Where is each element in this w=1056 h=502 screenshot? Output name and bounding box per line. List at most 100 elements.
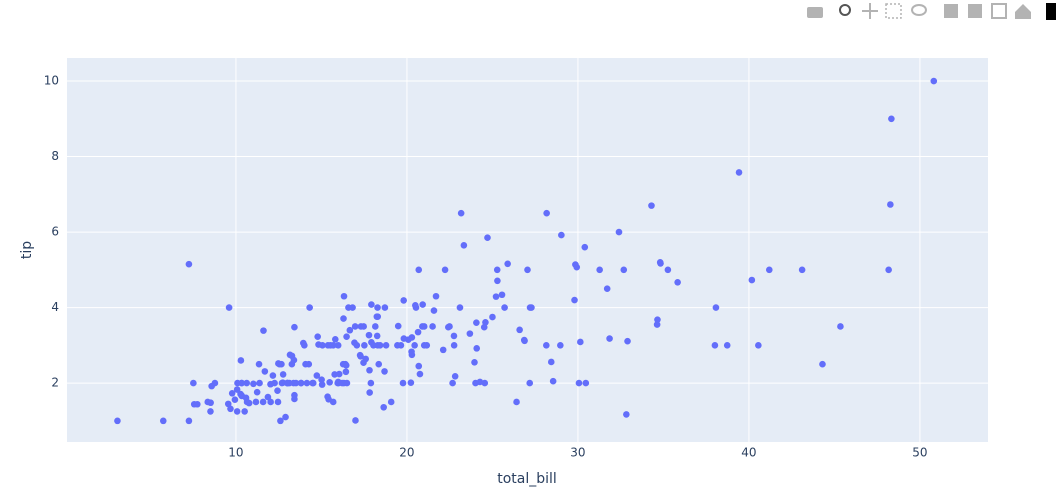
point — [765, 266, 773, 274]
point — [338, 379, 346, 387]
point — [712, 304, 720, 311]
point — [450, 332, 458, 340]
reset-icon[interactable] — [1015, 4, 1031, 19]
point — [352, 417, 359, 424]
box-select-icon[interactable] — [885, 3, 902, 19]
point — [526, 379, 534, 387]
point — [233, 386, 241, 393]
point — [472, 379, 479, 387]
point — [450, 342, 458, 349]
modebar[interactable] — [807, 3, 1056, 20]
point — [339, 360, 347, 368]
zoom-icon[interactable] — [839, 4, 851, 16]
camera-icon[interactable] — [807, 7, 823, 18]
point — [334, 342, 342, 349]
point — [412, 304, 420, 311]
point — [373, 332, 381, 340]
point — [185, 260, 193, 268]
y-tick-label: 6 — [51, 225, 59, 239]
point — [301, 342, 308, 349]
point — [439, 346, 447, 354]
pan-icon[interactable] — [862, 3, 878, 19]
point — [654, 316, 661, 323]
point — [267, 398, 274, 406]
zoom-out-icon[interactable] — [968, 4, 982, 18]
point — [657, 260, 664, 267]
point — [930, 77, 938, 85]
point — [335, 370, 343, 378]
lasso-icon[interactable] — [911, 4, 927, 16]
point — [366, 366, 373, 374]
point — [288, 360, 296, 368]
point — [577, 338, 584, 346]
point — [351, 323, 359, 330]
point — [415, 362, 423, 370]
point — [394, 342, 401, 349]
point — [159, 417, 167, 425]
point — [429, 323, 436, 330]
point — [114, 417, 121, 425]
point — [329, 398, 337, 406]
point — [620, 266, 628, 274]
point — [420, 342, 428, 349]
point — [543, 342, 550, 349]
point — [405, 336, 412, 343]
point — [674, 278, 681, 286]
point — [253, 388, 261, 396]
point — [343, 379, 351, 387]
point — [260, 327, 267, 334]
point — [368, 339, 375, 346]
point — [291, 395, 298, 403]
point — [345, 304, 352, 311]
autoscale-icon[interactable] — [991, 3, 1007, 19]
point — [375, 360, 383, 368]
point — [819, 360, 826, 368]
point — [288, 352, 296, 360]
point — [194, 400, 201, 408]
x-axis-title: total_bill — [497, 471, 557, 487]
point — [361, 342, 368, 349]
point — [480, 323, 488, 331]
point — [264, 393, 272, 401]
point — [342, 368, 350, 376]
point — [362, 355, 370, 363]
point — [234, 379, 241, 387]
point — [516, 326, 523, 334]
point — [414, 328, 422, 336]
point — [445, 323, 452, 331]
point — [303, 379, 311, 387]
point — [504, 260, 511, 268]
point — [664, 266, 672, 274]
point — [282, 413, 289, 421]
point — [494, 277, 501, 285]
point — [615, 228, 623, 236]
point — [557, 342, 564, 349]
point — [340, 315, 347, 322]
point — [582, 379, 590, 387]
y-axis-title: tip — [19, 241, 35, 259]
point — [735, 169, 743, 176]
point — [419, 301, 426, 308]
point — [278, 360, 285, 368]
plotly-logo[interactable] — [1046, 3, 1056, 20]
point — [430, 307, 438, 314]
point — [366, 389, 373, 396]
point — [473, 319, 480, 326]
zoom-in-icon[interactable] — [944, 4, 958, 18]
point — [233, 408, 241, 415]
x-tick-label: 30 — [570, 446, 585, 460]
point — [277, 417, 284, 425]
point — [302, 360, 309, 368]
point — [368, 301, 375, 308]
point — [269, 372, 277, 379]
point — [252, 398, 260, 406]
y-tick-label: 4 — [51, 300, 59, 314]
point — [575, 379, 583, 387]
point — [596, 266, 603, 274]
x-tick-label: 10 — [228, 446, 243, 460]
point — [256, 379, 263, 387]
point — [261, 368, 269, 375]
point — [549, 377, 557, 385]
point — [653, 321, 661, 328]
point — [259, 398, 267, 406]
